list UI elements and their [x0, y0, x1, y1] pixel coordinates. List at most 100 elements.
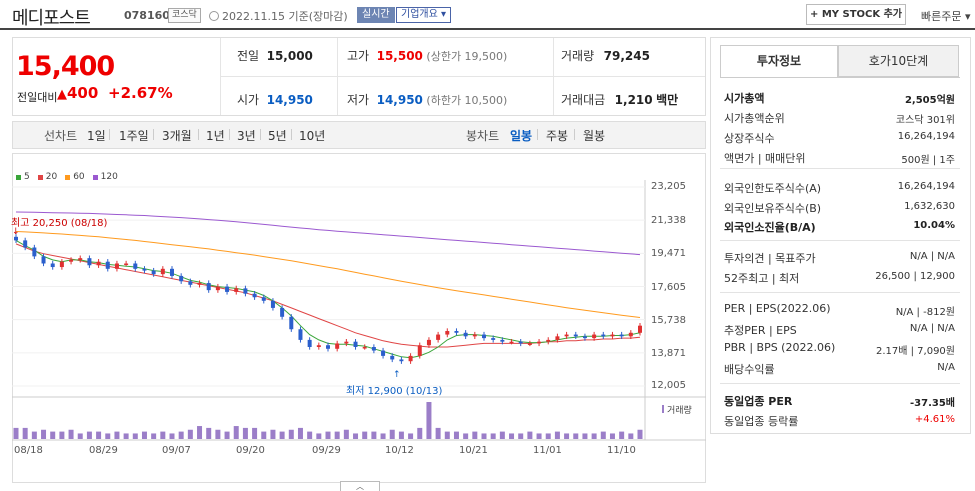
candle	[628, 332, 633, 337]
separator	[153, 129, 154, 140]
candle	[353, 341, 358, 347]
y-tick-label: 12,005	[651, 380, 686, 391]
volume-bar	[261, 431, 267, 439]
candle	[179, 275, 184, 282]
volume-bar	[619, 431, 625, 439]
x-tick-label: 11/10	[607, 445, 636, 456]
candle	[50, 263, 55, 268]
candle-weekly[interactable]: 주봉	[546, 129, 569, 143]
volume-bar	[178, 431, 184, 439]
invest-row-value: 코스닥 301위	[895, 115, 955, 126]
legend-swatch-120	[92, 174, 98, 180]
range-1y[interactable]: 1년	[206, 129, 225, 143]
volume-bar	[564, 433, 570, 439]
market-badge: 코스닥	[168, 8, 201, 23]
collapse-toggle-button[interactable]: ︿	[340, 481, 380, 491]
legend-swatch-60	[65, 174, 71, 180]
volume-bar	[389, 429, 395, 439]
x-tick-label: 11/01	[533, 445, 562, 456]
candle	[509, 341, 514, 344]
invest-row-value: -37.35배	[910, 398, 955, 409]
legend-label: 120	[100, 172, 118, 182]
candle	[371, 346, 376, 351]
range-10y[interactable]: 10년	[299, 129, 326, 143]
candle	[23, 240, 28, 248]
volume-bar	[334, 431, 340, 439]
legend-swatch-20	[37, 174, 43, 180]
volume-bar	[591, 433, 597, 439]
add-my-stock-button[interactable]: + MY STOCK 추가	[806, 4, 906, 25]
change-amount-group: ▲400	[57, 84, 98, 102]
candle	[133, 263, 138, 269]
candle	[390, 355, 395, 360]
volume-bar	[141, 431, 147, 439]
company-overview-dropdown[interactable]: 기업개요 ▾	[396, 7, 451, 23]
volume-bar	[279, 431, 285, 439]
candle	[225, 286, 230, 292]
candle	[399, 359, 404, 362]
volume-bar	[472, 431, 478, 439]
x-tick-label: 09/07	[162, 445, 191, 456]
section-divider	[720, 168, 960, 169]
candle	[555, 336, 560, 340]
price-chart[interactable]	[0, 0, 710, 480]
candle-daily[interactable]: 일봉	[510, 129, 533, 143]
volume-bar	[270, 429, 276, 439]
up-triangle-icon: ▲	[57, 87, 67, 102]
candle	[307, 339, 312, 347]
volume-bar	[453, 431, 459, 439]
candle	[436, 334, 441, 340]
range-3m[interactable]: 3개월	[162, 129, 192, 143]
current-price: 15,400	[16, 51, 115, 82]
separator	[229, 129, 230, 140]
volume-bar	[417, 427, 423, 439]
candle	[491, 338, 496, 340]
range-3y[interactable]: 3년	[237, 129, 256, 143]
trading-amount: 거래대금 1,210 백만	[561, 93, 679, 107]
quick-order-dropdown[interactable]: 빠른주문 ▾	[921, 10, 971, 23]
candle	[619, 334, 624, 337]
candle	[14, 236, 18, 241]
range-5y[interactable]: 5년	[268, 129, 287, 143]
candle	[445, 331, 450, 335]
volume-bar	[463, 433, 469, 439]
candle	[417, 345, 422, 356]
volume-bar	[380, 433, 386, 439]
low-price: 저가 14,950 (하한가 10,500)	[347, 93, 508, 107]
realtime-button[interactable]: 실시간	[357, 7, 395, 23]
tab-order-book[interactable]: 호가10단계	[838, 45, 959, 77]
candle	[243, 288, 248, 294]
volume-bar	[151, 433, 157, 439]
y-tick-label: 23,205	[651, 181, 686, 192]
volume-bar	[50, 431, 56, 439]
candle	[482, 334, 486, 339]
volume-bar	[609, 433, 615, 439]
candle	[537, 341, 542, 344]
y-tick-label: 17,605	[651, 282, 686, 293]
candle	[326, 345, 330, 349]
tab-underline	[720, 77, 960, 78]
volume-bar	[573, 433, 579, 439]
candle	[124, 263, 129, 265]
separator	[537, 129, 538, 140]
candle	[426, 339, 431, 346]
y-tick-label: 15,738	[651, 315, 686, 326]
range-1w[interactable]: 1주일	[119, 129, 149, 143]
legend-label: 5	[24, 172, 30, 182]
high-price: 고가 15,500 (상한가 19,500)	[347, 49, 508, 63]
section-divider	[720, 383, 960, 384]
change-label: 전일대비	[17, 91, 58, 104]
x-tick-label: 09/20	[236, 445, 265, 456]
tab-invest-info[interactable]: 투자정보	[720, 45, 838, 77]
volume-bar	[435, 427, 441, 439]
candle	[78, 258, 83, 260]
volume-bar	[206, 427, 212, 439]
separator	[574, 129, 575, 140]
candle-monthly[interactable]: 월봉	[583, 129, 606, 143]
volume-bar	[197, 426, 203, 439]
range-1d[interactable]: 1일	[87, 129, 106, 143]
candle	[638, 325, 642, 333]
invest-row-label: 외국인소진율(B/A)	[724, 221, 816, 234]
candle-chart-label: 봉차트	[466, 129, 500, 143]
prev-close: 전일 15,000	[237, 49, 313, 63]
